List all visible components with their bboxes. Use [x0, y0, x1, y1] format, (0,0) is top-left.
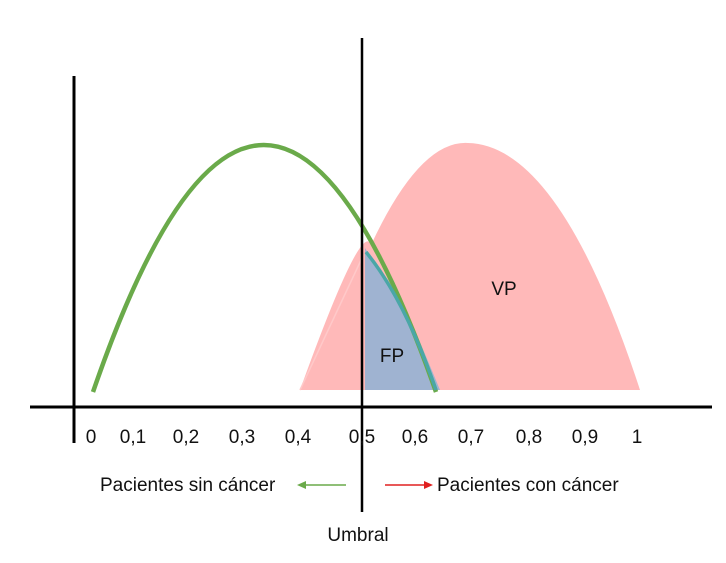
- x-tick-label: 0,7: [458, 427, 484, 448]
- x-tick-label: 0,5: [349, 427, 375, 448]
- left-arrow-icon: [297, 481, 346, 489]
- x-tick-label: 0,6: [402, 427, 428, 448]
- cancer-distribution-tail: [299, 257, 363, 391]
- legend-cancer-text: Pacientes con cáncer: [437, 475, 619, 496]
- x-tick-labels: 0 0,1 0,2 0,3 0,4 0,5 0,6 0,7 0,8 0,9 1: [86, 427, 643, 448]
- x-tick-label: 0,9: [572, 427, 598, 448]
- no-cancer-distribution-curve: [90, 143, 439, 393]
- x-tick-label: 1: [632, 427, 643, 448]
- x-tick-label: 0,1: [120, 427, 146, 448]
- fp-label: FP: [380, 346, 404, 367]
- x-tick-label: 0,2: [173, 427, 199, 448]
- vp-label: VP: [491, 279, 516, 300]
- x-tick-label: 0,4: [285, 427, 312, 448]
- cancer-distribution-area: [300, 142, 640, 390]
- x-tick-label: 0,8: [516, 427, 542, 448]
- no-cancer-curve-fp-segment: [364, 250, 438, 391]
- right-arrow-icon: [385, 481, 433, 489]
- x-tick-label: 0,3: [229, 427, 255, 448]
- legend-no-cancer-text: Pacientes sin cáncer: [100, 475, 276, 496]
- threshold-label: Umbral: [327, 525, 388, 546]
- x-tick-label: 0: [86, 427, 97, 448]
